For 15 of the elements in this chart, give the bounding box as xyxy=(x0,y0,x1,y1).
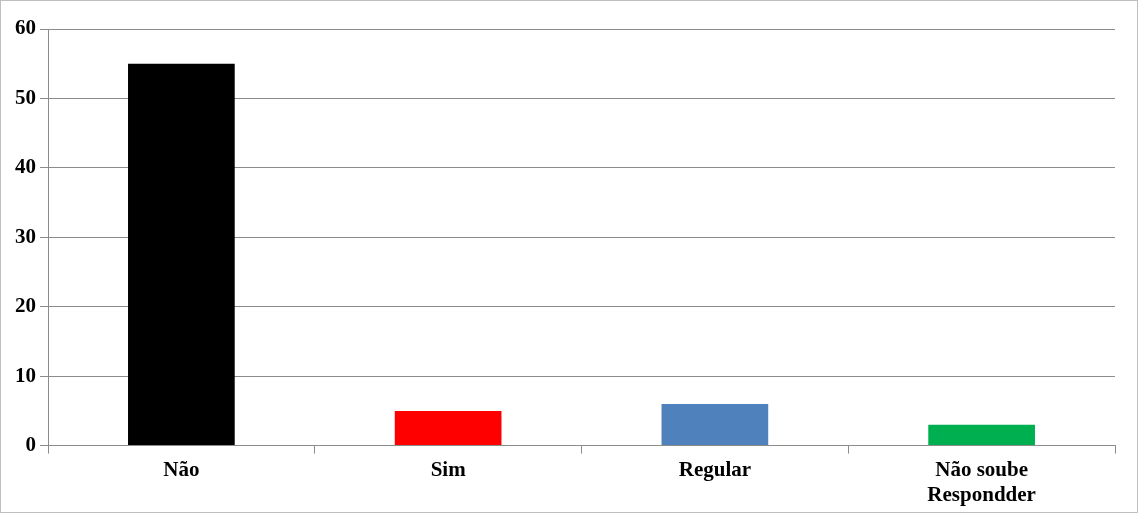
y-tick-label: 10 xyxy=(15,362,36,387)
x-tick-label: Regular xyxy=(678,456,752,481)
y-tick-label: 50 xyxy=(15,84,36,109)
x-tick-label: Não xyxy=(163,456,200,481)
y-tick-label: 60 xyxy=(15,15,36,40)
bar xyxy=(928,424,1035,446)
bar xyxy=(394,410,502,446)
bar xyxy=(661,403,769,446)
x-tick-label: Não soube Respondder xyxy=(927,456,1036,506)
x-tick-label: Sim xyxy=(430,456,467,481)
y-tick-label: 40 xyxy=(15,154,36,179)
y-tick-label: 0 xyxy=(25,432,36,457)
bar xyxy=(128,63,235,446)
y-tick-label: 30 xyxy=(15,223,36,248)
y-tick-label: 20 xyxy=(15,293,36,318)
